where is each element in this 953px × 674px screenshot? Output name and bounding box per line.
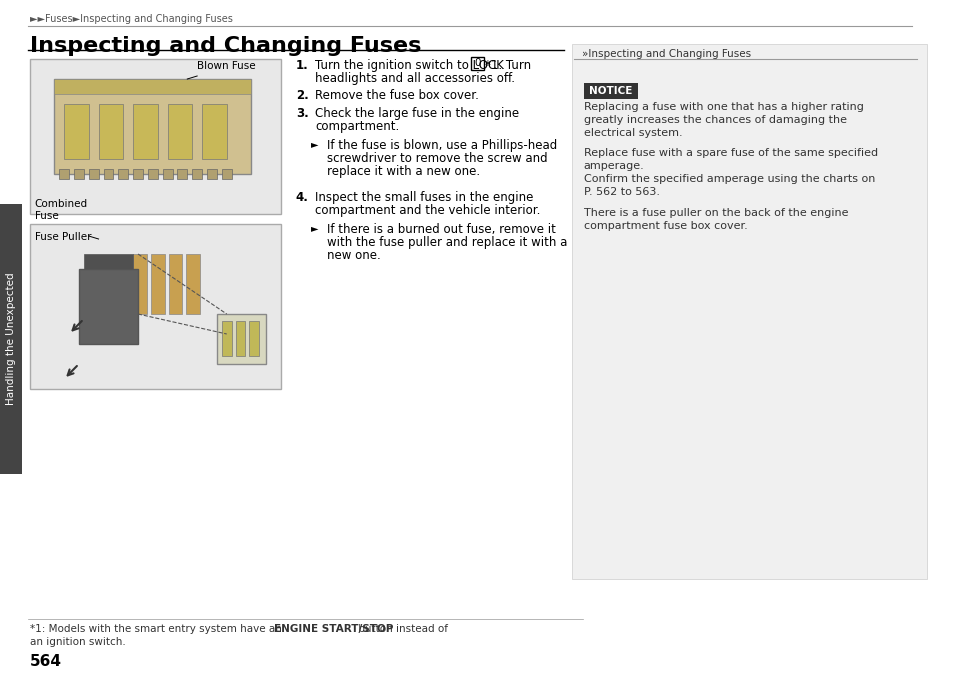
Bar xyxy=(0,204,22,474)
Bar xyxy=(169,254,182,314)
Text: replace it with a new one.: replace it with a new one. xyxy=(327,165,480,178)
Bar xyxy=(207,169,216,179)
Bar xyxy=(59,169,69,179)
Text: ►: ► xyxy=(310,139,317,149)
Text: with the fuse puller and replace it with a: with the fuse puller and replace it with… xyxy=(327,236,567,249)
Bar xyxy=(151,254,165,314)
Bar xyxy=(54,79,251,94)
Bar xyxy=(216,314,266,364)
FancyBboxPatch shape xyxy=(30,59,280,214)
Text: If the fuse is blown, use a Phillips-head: If the fuse is blown, use a Phillips-hea… xyxy=(327,139,557,152)
Bar xyxy=(202,104,227,159)
Text: 1.: 1. xyxy=(295,59,308,72)
Text: 3.: 3. xyxy=(295,107,308,120)
Bar xyxy=(221,321,232,356)
Text: Combined
Fuse: Combined Fuse xyxy=(34,199,88,220)
Text: »Inspecting and Changing Fuses: »Inspecting and Changing Fuses xyxy=(581,49,750,59)
Bar xyxy=(103,169,113,179)
Bar xyxy=(571,44,925,579)
Bar xyxy=(192,169,202,179)
Bar xyxy=(98,104,123,159)
Text: If there is a burned out fuse, remove it: If there is a burned out fuse, remove it xyxy=(327,223,556,236)
Bar xyxy=(162,169,172,179)
Bar xyxy=(118,169,128,179)
FancyBboxPatch shape xyxy=(30,224,280,389)
Text: Inspecting and Changing Fuses: Inspecting and Changing Fuses xyxy=(30,36,420,56)
Text: 564: 564 xyxy=(30,654,62,669)
Text: Confirm the specified amperage using the charts on: Confirm the specified amperage using the… xyxy=(583,174,874,184)
Text: screwdriver to remove the screw and: screwdriver to remove the screw and xyxy=(327,152,547,165)
Text: Replace fuse with a spare fuse of the same specified: Replace fuse with a spare fuse of the sa… xyxy=(583,148,877,158)
Text: *1. Turn: *1. Turn xyxy=(484,59,531,72)
Bar xyxy=(221,169,232,179)
Text: Check the large fuse in the engine: Check the large fuse in the engine xyxy=(315,107,519,120)
Bar xyxy=(132,254,147,314)
Text: new one.: new one. xyxy=(327,249,380,262)
Bar xyxy=(89,169,98,179)
Bar xyxy=(73,169,84,179)
Bar xyxy=(148,169,157,179)
Text: amperage.: amperage. xyxy=(583,161,643,171)
Text: button instead of: button instead of xyxy=(355,624,447,634)
Text: Fuse Puller: Fuse Puller xyxy=(34,232,91,242)
Text: ►►Fuses►Inspecting and Changing Fuses: ►►Fuses►Inspecting and Changing Fuses xyxy=(30,14,233,24)
Text: 2.: 2. xyxy=(295,89,308,102)
Text: electrical system.: electrical system. xyxy=(583,128,681,138)
Text: ENGINE START/STOP: ENGINE START/STOP xyxy=(274,624,393,634)
Text: compartment.: compartment. xyxy=(315,120,399,133)
Text: Blown Fuse: Blown Fuse xyxy=(197,61,255,71)
Bar xyxy=(168,104,192,159)
Bar xyxy=(235,321,245,356)
Bar xyxy=(84,254,132,269)
Text: 0: 0 xyxy=(474,59,480,69)
Bar xyxy=(132,169,143,179)
Text: Replacing a fuse with one that has a higher rating: Replacing a fuse with one that has a hig… xyxy=(583,102,862,112)
Text: greatly increases the chances of damaging the: greatly increases the chances of damagin… xyxy=(583,115,845,125)
Bar xyxy=(186,254,200,314)
Text: an ignition switch.: an ignition switch. xyxy=(30,637,125,647)
Text: ►: ► xyxy=(310,223,317,233)
Text: Turn the ignition switch to LOCK: Turn the ignition switch to LOCK xyxy=(315,59,508,72)
Text: compartment fuse box cover.: compartment fuse box cover. xyxy=(583,221,746,231)
Text: headlights and all accessories off.: headlights and all accessories off. xyxy=(315,72,515,85)
Bar xyxy=(64,104,89,159)
Text: NOTICE: NOTICE xyxy=(588,86,631,96)
Bar xyxy=(583,83,638,99)
Text: Remove the fuse box cover.: Remove the fuse box cover. xyxy=(315,89,478,102)
Text: Inspect the small fuses in the engine: Inspect the small fuses in the engine xyxy=(315,191,534,204)
Text: There is a fuse puller on the back of the engine: There is a fuse puller on the back of th… xyxy=(583,208,847,218)
Bar xyxy=(177,169,187,179)
Text: 4.: 4. xyxy=(295,191,308,204)
Text: Handling the Unexpected: Handling the Unexpected xyxy=(6,273,16,405)
Text: *1: Models with the smart entry system have an: *1: Models with the smart entry system h… xyxy=(30,624,284,634)
Bar xyxy=(249,321,259,356)
Text: P. 562 to 563.: P. 562 to 563. xyxy=(583,187,659,197)
Bar xyxy=(79,269,138,344)
Bar xyxy=(54,79,251,174)
Bar xyxy=(132,104,157,159)
Text: compartment and the vehicle interior.: compartment and the vehicle interior. xyxy=(315,204,540,217)
Bar xyxy=(471,57,483,70)
